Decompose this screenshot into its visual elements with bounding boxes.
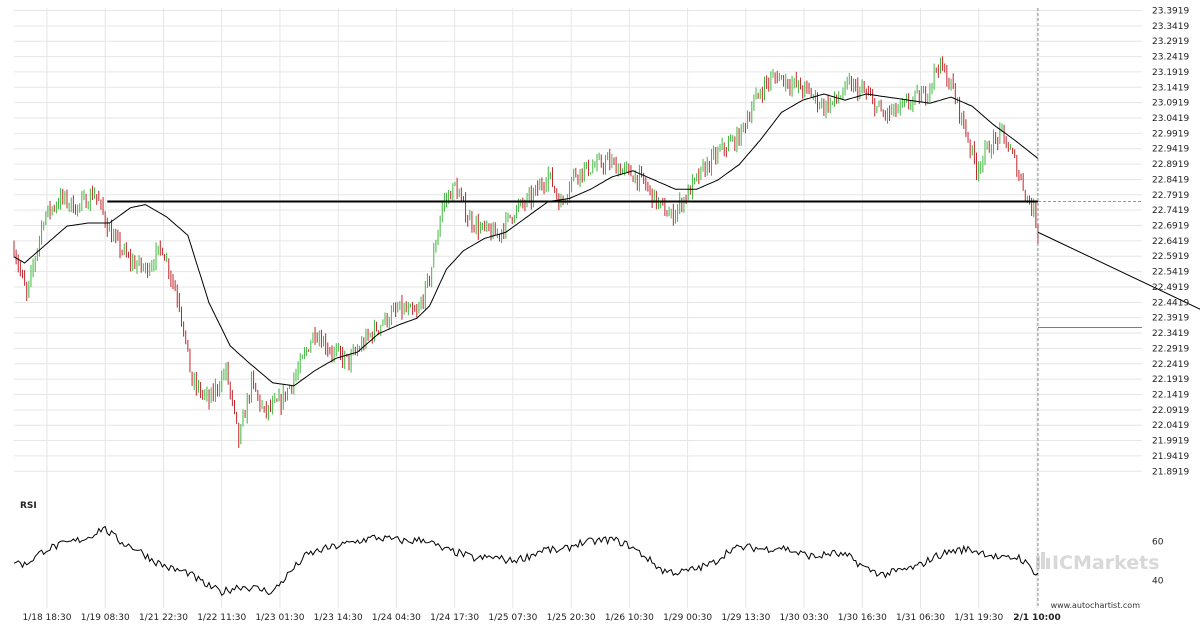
source-watermark: www.autochartist.com — [1051, 601, 1141, 610]
time-tick-label: 1/25 20:30 — [547, 613, 596, 623]
price-tick-label: 23.0919 — [1152, 99, 1189, 109]
price-tick-label: 23.3919 — [1152, 6, 1189, 16]
time-tick-label: 1/18 18:30 — [22, 613, 71, 623]
price-tick-label: 21.8919 — [1152, 467, 1189, 477]
price-tick-label: 23.0419 — [1152, 114, 1189, 124]
rsi-tick-label: 60 — [1152, 537, 1164, 547]
price-tick-label: 22.7419 — [1152, 206, 1189, 216]
horizontal-gridlines — [14, 9, 1142, 472]
price-tick-label: 23.2919 — [1152, 37, 1189, 47]
time-tick-label: 1/21 22:30 — [139, 613, 188, 623]
price-tick-label: 23.1419 — [1152, 83, 1189, 93]
watermark: ICMarkets — [1036, 552, 1160, 574]
price-axis-labels: 23.3919 23.3419 23.2919 23.2419 23.1919 23.14… — [1152, 6, 1189, 477]
price-tick-label: 22.3919 — [1152, 314, 1189, 324]
price-tick-label: 22.7919 — [1152, 191, 1189, 201]
price-tick-label: 22.6919 — [1152, 222, 1189, 232]
price-tick-label: 22.9919 — [1152, 129, 1189, 139]
moving-average-line — [13, 93, 1039, 387]
time-tick-label: 1/31 19:30 — [954, 613, 1003, 623]
vertical-gridlines — [46, 8, 1038, 608]
time-tick-label: 1/19 08:30 — [81, 613, 130, 623]
rsi-label: RSI — [20, 501, 37, 511]
price-tick-label: 23.1919 — [1152, 68, 1189, 78]
time-tick-label: 1/29 13:30 — [721, 613, 770, 623]
price-tick-label: 23.2419 — [1152, 53, 1189, 63]
time-tick-label: 1/30 03:30 — [780, 613, 829, 623]
brand-watermark: ICMarkets — [1052, 552, 1160, 574]
time-tick-label: 1/29 00:30 — [663, 613, 712, 623]
rsi-tick-label: 40 — [1152, 576, 1164, 586]
price-tick-label: 23.3419 — [1152, 22, 1189, 32]
price-tick-label: 22.5919 — [1152, 252, 1189, 262]
time-tick-label: 1/24 17:30 — [430, 613, 479, 623]
price-tick-label: 22.0419 — [1152, 421, 1189, 431]
price-tick-label: 22.1419 — [1152, 390, 1189, 400]
time-tick-label: 2/1 10:00 — [1013, 613, 1061, 623]
price-tick-label: 22.4919 — [1152, 283, 1189, 293]
price-tick-label: 22.3419 — [1152, 329, 1189, 339]
price-tick-label: 22.2419 — [1152, 360, 1189, 370]
time-tick-label: 1/31 06:30 — [896, 613, 945, 623]
time-tick-label: 1/26 10:30 — [605, 613, 654, 623]
time-tick-label: 1/23 01:30 — [255, 613, 304, 623]
time-tick-label: 1/24 04:30 — [372, 613, 421, 623]
price-tick-label: 22.0919 — [1152, 406, 1189, 416]
time-axis-labels: 1/18 18:30 1/19 08:30 1/21 22:30 1/22 11:30… — [22, 613, 1060, 623]
time-tick-label: 1/23 14:30 — [314, 613, 363, 623]
rsi-line — [13, 525, 1039, 597]
forecast-arrow — [1037, 231, 1200, 310]
rsi-axis-labels: 60 40 — [1152, 537, 1164, 586]
price-tick-label: 22.1919 — [1152, 375, 1189, 385]
time-tick-label: 1/25 07:30 — [488, 613, 537, 623]
price-tick-label: 22.9419 — [1152, 145, 1189, 155]
price-tick-label: 22.2919 — [1152, 344, 1189, 354]
price-tick-label: 22.6419 — [1152, 237, 1189, 247]
price-tick-label: 21.9419 — [1152, 452, 1189, 462]
price-tick-label: 22.8419 — [1152, 175, 1189, 185]
candlestick-series — [13, 56, 1039, 449]
price-tick-label: 22.5419 — [1152, 268, 1189, 278]
time-tick-label: 1/30 16:30 — [838, 613, 887, 623]
price-tick-label: 21.9919 — [1152, 437, 1189, 447]
price-tick-label: 22.4419 — [1152, 298, 1189, 308]
brand-logo-icon — [1036, 552, 1050, 569]
time-tick-label: 1/22 11:30 — [197, 613, 246, 623]
price-tick-label: 22.8919 — [1152, 160, 1189, 170]
